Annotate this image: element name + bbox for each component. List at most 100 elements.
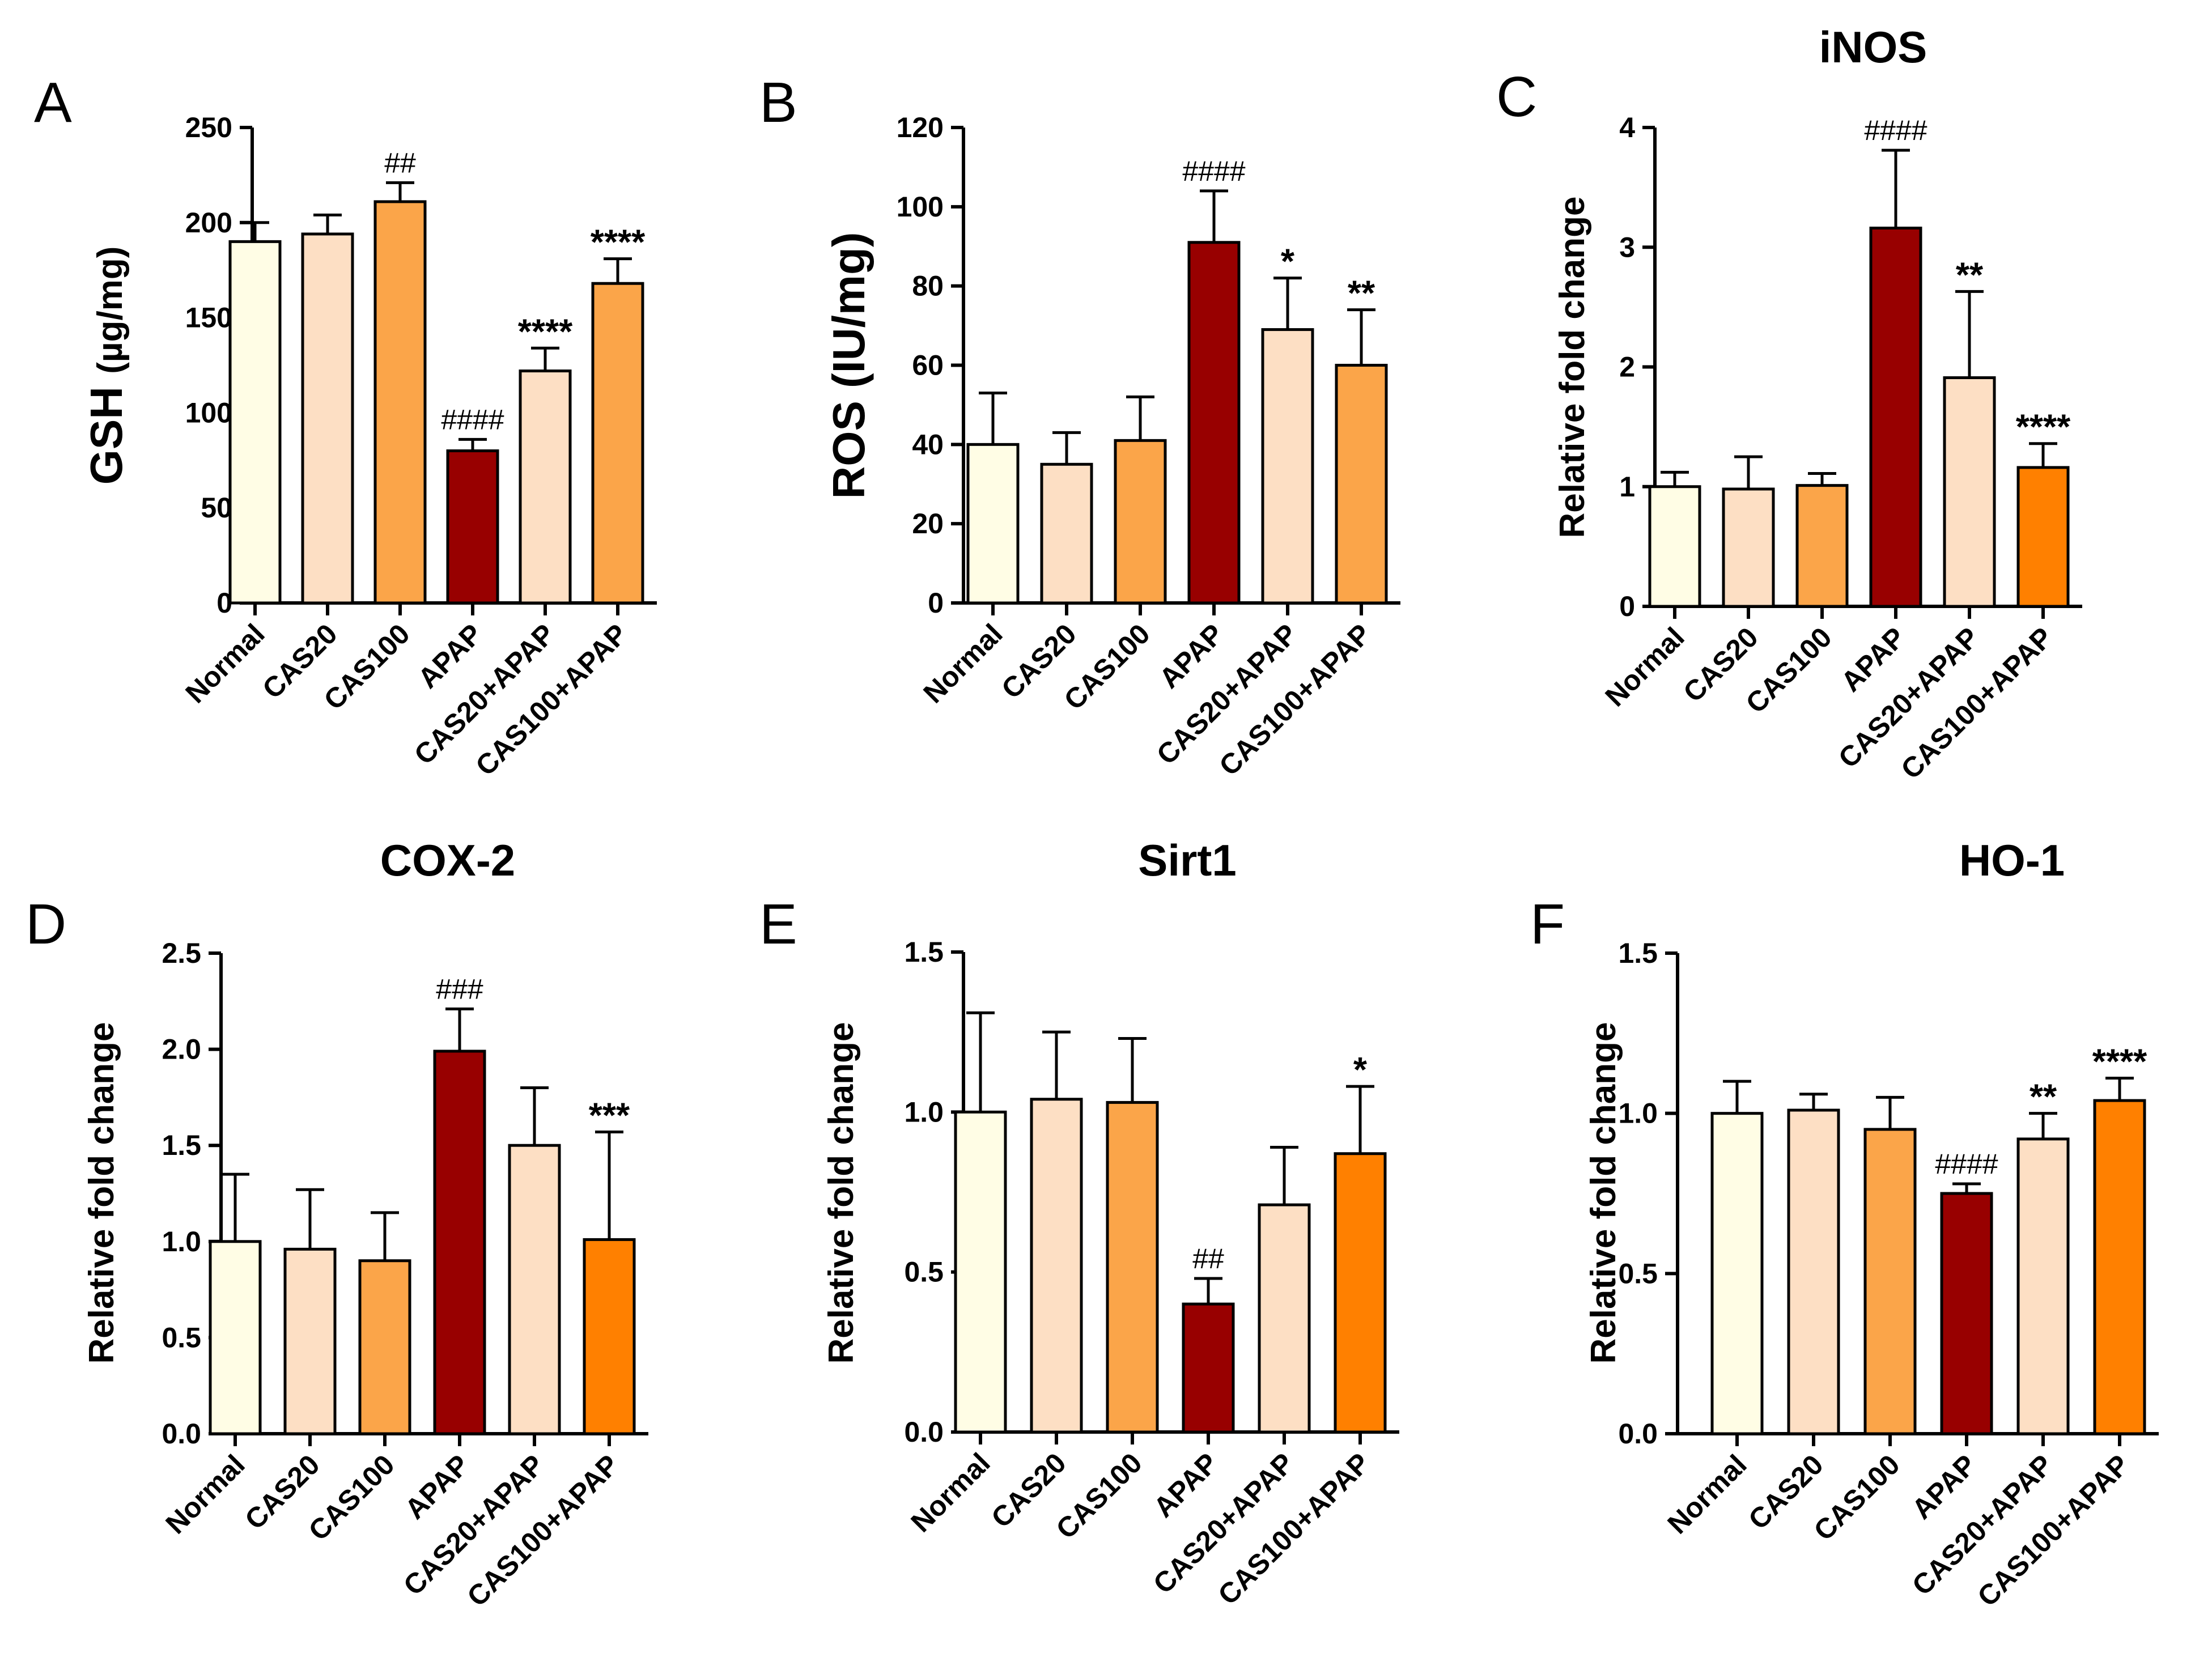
bar-apap <box>446 449 499 605</box>
bar-cas100-plus-apap <box>591 282 644 605</box>
y-axis-label: ROS (IU/mg) <box>823 232 874 499</box>
significance-label: #### <box>1182 155 1245 187</box>
bar-apap <box>1940 1192 1993 1435</box>
bar-cas20-plus-apap <box>519 369 572 605</box>
y-axis-label: Relative fold change <box>1584 1022 1623 1364</box>
y-tick-label: 60 <box>912 350 944 381</box>
bar-cas20 <box>1030 1098 1083 1434</box>
significance-label: ## <box>384 147 416 179</box>
bar-cas20-plus-apap <box>1261 328 1314 605</box>
y-axis-label: Relative fold change <box>1553 197 1592 538</box>
y-tick-label: 120 <box>897 112 944 143</box>
chart-panel-F: F HO-1 Relative fold change 0.0 0.5 1.0 1.5 Nor… <box>1530 835 2159 1613</box>
significance-label: **** <box>591 223 646 262</box>
y-tick-label: 40 <box>912 428 944 460</box>
chart-title: HO-1 <box>1959 835 2065 885</box>
x-tick-label: Normal <box>917 618 1008 709</box>
y-tick-label: 150 <box>185 302 232 334</box>
significance-label: **** <box>2016 408 2071 447</box>
bar-cas20-plus-apap <box>2016 1137 2070 1435</box>
bar-cas20 <box>1040 462 1093 605</box>
y-tick-label: 0.5 <box>904 1256 944 1288</box>
y-tick-label: 0.0 <box>1618 1418 1658 1450</box>
bar-cas20-plus-apap <box>1258 1203 1311 1434</box>
panel-letter: C <box>1496 65 1537 129</box>
y-axis-label: Relative fold change <box>822 1022 861 1364</box>
x-tick-label: Normal <box>905 1447 996 1538</box>
significance-label: #### <box>1864 114 1927 146</box>
y-tick-label: 200 <box>185 207 232 239</box>
y-tick-label: 1 <box>1619 471 1635 503</box>
y-tick-label: 0.5 <box>162 1322 201 1353</box>
y-tick-label: 1.0 <box>162 1226 201 1257</box>
panel-letter: E <box>759 893 797 956</box>
y-tick-label: 100 <box>897 191 944 223</box>
y-tick-label: 2.0 <box>162 1034 201 1065</box>
panel-letter: F <box>1530 893 1565 956</box>
panel-letter: B <box>759 71 797 134</box>
bar-apap <box>1869 226 1922 608</box>
bar-normal <box>954 1110 1007 1434</box>
bar-cas20 <box>1722 487 1775 608</box>
chart-title: iNOS <box>1819 22 1927 72</box>
y-tick-label: 80 <box>912 270 944 302</box>
x-tick-label: Normal <box>159 1448 251 1540</box>
bar-cas100-plus-apap <box>1335 364 1388 605</box>
y-tick-label: 0.0 <box>162 1418 201 1450</box>
bar-cas100 <box>358 1259 411 1435</box>
bar-cas100 <box>1106 1101 1159 1434</box>
y-tick-label: 1.0 <box>904 1096 944 1128</box>
bar-cas20 <box>283 1247 337 1435</box>
significance-label: #### <box>1935 1148 1998 1180</box>
significance-label: #### <box>441 403 504 435</box>
y-tick-label: 2 <box>1619 351 1635 383</box>
chart-panel-D: D COX-2 Relative fold change 0.0 0.5 1.0 1.5 2.… <box>26 835 648 1613</box>
y-tick-label: 3 <box>1619 231 1635 263</box>
y-tick-label: 4 <box>1619 112 1635 143</box>
y-tick-label: 100 <box>185 397 232 428</box>
y-tick-label: 250 <box>185 112 232 143</box>
significance-label: **** <box>2092 1042 2147 1081</box>
bar-cas20 <box>1787 1108 1840 1435</box>
x-tick-label: Normal <box>1661 1448 1752 1540</box>
bar-apap <box>1182 1302 1235 1434</box>
y-axis-label: Relative fold change <box>82 1022 121 1364</box>
bar-cas20-plus-apap <box>508 1144 561 1435</box>
bar-apap <box>433 1050 486 1435</box>
y-axis-label: GSH (µg/mg) <box>81 247 131 485</box>
x-tick-label: Normal <box>179 618 270 709</box>
bar-cas100-plus-apap <box>2016 466 2070 608</box>
bar-normal <box>228 240 282 605</box>
chart-title: COX-2 <box>380 835 515 885</box>
chart-title: Sirt1 <box>1138 835 1236 885</box>
bar-normal <box>1648 485 1701 608</box>
significance-label: ** <box>1956 256 1984 295</box>
significance-label: ** <box>1348 274 1375 313</box>
y-tick-label: 1.5 <box>1618 937 1658 969</box>
bar-cas100 <box>1795 484 1849 608</box>
significance-label: * <box>1281 243 1295 282</box>
x-tick-label: CAS100 <box>1808 1448 1906 1546</box>
bar-cas100-plus-apap <box>583 1238 636 1435</box>
x-tick-label: CAS100 <box>1050 1447 1148 1545</box>
y-tick-label: 1.5 <box>162 1129 201 1161</box>
bar-cas100-plus-apap <box>2093 1099 2146 1435</box>
y-tick-label: 0.5 <box>1618 1257 1658 1289</box>
bar-cas100 <box>373 200 427 605</box>
panel-letter: D <box>26 893 66 956</box>
bar-cas100 <box>1863 1128 1917 1435</box>
panel-letter: A <box>34 71 72 134</box>
significance-label: **** <box>518 312 573 351</box>
y-tick-label: 2.5 <box>162 937 201 969</box>
y-tick-label: 0.0 <box>904 1416 944 1448</box>
bar-cas20 <box>301 232 354 605</box>
y-tick-label: 50 <box>201 492 232 524</box>
y-tick-label: 0 <box>928 587 944 619</box>
y-tick-label: 1.5 <box>904 936 944 968</box>
bar-cas100 <box>1114 439 1167 605</box>
y-tick-label: 0 <box>1619 590 1635 622</box>
significance-label: *** <box>589 1096 630 1135</box>
y-axis-label-unit: (µg/mg) <box>91 247 130 374</box>
